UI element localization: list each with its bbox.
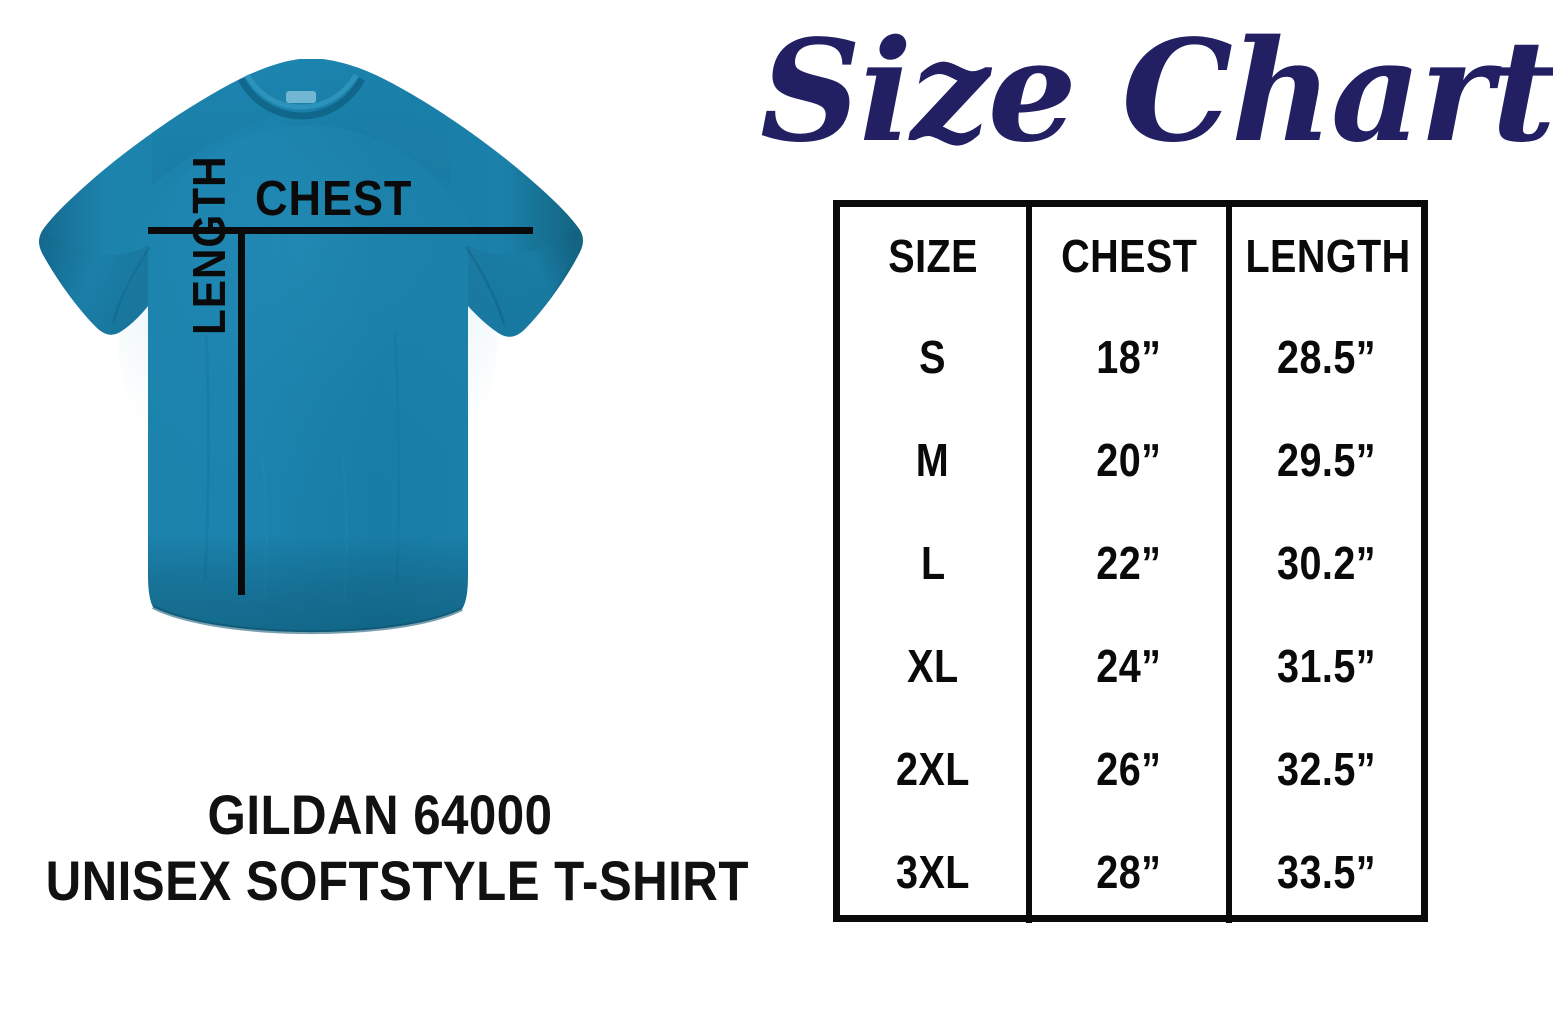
product-style-name: UNISEX SOFTSTYLE T-SHIRT xyxy=(45,849,749,912)
cell-size: M xyxy=(916,433,950,486)
table-row: L 22” 30.2” xyxy=(840,511,1421,614)
cell-chest: 24” xyxy=(1025,614,1230,717)
tshirt-illustration xyxy=(39,59,583,635)
column-header-size: SIZE xyxy=(840,207,1029,305)
cell-size: 3XL xyxy=(895,845,970,898)
cell-length: 28.5” xyxy=(1226,305,1421,408)
table-row: XL 24” 31.5” xyxy=(840,614,1421,717)
table-header-row: SIZE CHEST LENGTH xyxy=(840,207,1421,305)
cell-length: 33.5” xyxy=(1226,820,1421,923)
column-header-chest: CHEST xyxy=(1025,207,1230,305)
cell-chest: 18” xyxy=(1025,305,1230,408)
cell-size: 2XL xyxy=(895,742,970,795)
cell-size: L xyxy=(920,536,946,589)
cell-chest: 22” xyxy=(1025,511,1230,614)
cell-length: 30.2” xyxy=(1226,511,1421,614)
size-chart-table: SIZE CHEST LENGTH S 18” 28.5” xyxy=(833,200,1428,923)
table-row: S 18” 28.5” xyxy=(840,305,1421,408)
table-row: M 20” 29.5” xyxy=(840,408,1421,511)
cell-length: 32.5” xyxy=(1226,717,1421,820)
cell-size: S xyxy=(919,330,947,383)
table-row: 3XL 28” 33.5” xyxy=(840,820,1421,923)
cell-chest: 26” xyxy=(1025,717,1230,820)
cell-size: XL xyxy=(907,639,959,692)
table-row: 2XL 26” 32.5” xyxy=(840,717,1421,820)
cell-chest: 28” xyxy=(1025,820,1230,923)
column-header-size-label: SIZE xyxy=(888,230,978,282)
cell-length: 31.5” xyxy=(1226,614,1421,717)
product-panel: CHEST LENGTH GILDAN 64000 UNISEX SOFTSTY… xyxy=(0,0,760,1023)
column-header-chest-label: CHEST xyxy=(1060,230,1198,282)
column-header-length-label: LENGTH xyxy=(1245,230,1411,282)
size-chart-title: Size Chart xyxy=(760,10,1553,174)
product-caption: GILDAN 64000 UNISEX SOFTSTYLE T-SHIRT xyxy=(0,782,760,914)
cell-length: 29.5” xyxy=(1226,408,1421,511)
product-style-number: GILDAN 64000 xyxy=(207,783,553,846)
cell-chest: 20” xyxy=(1025,408,1230,511)
size-chart-panel: Size Chart SIZE CHEST xyxy=(760,0,1553,1023)
shirt-image: CHEST LENGTH xyxy=(0,35,760,780)
column-header-length: LENGTH xyxy=(1226,207,1421,305)
